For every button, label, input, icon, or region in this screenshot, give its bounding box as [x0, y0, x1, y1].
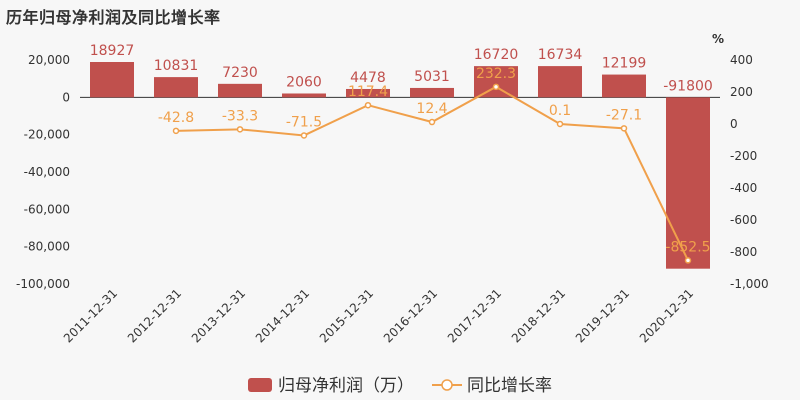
growth-point [556, 120, 564, 128]
y-right-tick-label: 200 [730, 85, 753, 99]
bar [154, 77, 198, 98]
axes: 20,000 0 -20,000 -40,000 -60,000 -80,000 -100,… [16, 32, 769, 291]
y-right-tick-label: 400 [730, 53, 753, 67]
y-right-tick-label: -600 [730, 213, 757, 227]
x-tick-label: 2014-12-31 [253, 286, 312, 345]
x-tick-label: 2018-12-31 [509, 286, 568, 345]
y-right-tick-label: -1,000 [730, 277, 769, 291]
x-tick-label: 2020-12-31 [637, 286, 696, 345]
legend: 归母净利润（万） 同比增长率 [248, 376, 552, 396]
bar-value-label: -91800 [663, 78, 713, 94]
growth-point [428, 118, 436, 126]
growth-point [684, 257, 692, 264]
growth-value-label: 117.4 [348, 84, 388, 100]
growth-point [620, 125, 628, 132]
legend-label-line[interactable]: 同比增长率 [467, 376, 552, 396]
x-tick-label: 2019-12-31 [573, 286, 632, 345]
growth-value-label: -852.5 [665, 239, 710, 255]
bar [410, 87, 454, 98]
x-axis-ticks: 2011-12-31 2012-12-31 2013-12-31 2014-12-31… [61, 286, 696, 345]
y-left-tick-label: 0 [62, 90, 70, 104]
growth-point [172, 127, 180, 135]
y-left-tick-label: -20,000 [24, 128, 70, 142]
growth-point [300, 132, 308, 139]
growth-value-label: -42.8 [158, 110, 194, 126]
bar [90, 62, 134, 98]
x-tick-label: 2012-12-31 [125, 286, 184, 345]
bar-value-label: 10831 [154, 58, 199, 74]
bar-value-label: 7230 [222, 65, 258, 81]
bar-series [90, 62, 710, 269]
x-tick-label: 2017-12-31 [445, 286, 504, 345]
y-left-tick-label: 20,000 [28, 53, 70, 67]
chart-title: 历年归母净利润及同比增长率 [6, 8, 221, 27]
growth-point [236, 126, 244, 133]
bar-value-label: 18927 [90, 43, 135, 59]
line-series [172, 83, 692, 264]
bar [346, 88, 390, 98]
y-right-tick-label: -800 [730, 245, 757, 259]
growth-point [364, 101, 372, 109]
x-tick-label: 2016-12-31 [381, 286, 440, 345]
x-tick-label: 2015-12-31 [317, 286, 376, 345]
bar-value-label: 4478 [350, 70, 386, 86]
y-right-tick-label: 0 [730, 117, 738, 131]
y-right-tick-label: -200 [730, 149, 757, 163]
growth-value-label: -71.5 [286, 114, 322, 130]
bar [538, 66, 582, 98]
bar-value-label: 16720 [474, 47, 519, 63]
y-right-tick-label: -400 [730, 181, 757, 195]
x-tick-label: 2013-12-31 [189, 286, 248, 345]
y-left-tick-label: -40,000 [24, 165, 70, 179]
growth-value-label: 232.3 [476, 66, 516, 82]
bar [282, 93, 326, 98]
x-tick-label: 2011-12-31 [61, 286, 120, 345]
bar-value-label: 2060 [286, 74, 322, 90]
bar-value-label: 16734 [538, 47, 583, 63]
data-labels: 18927 10831 7230 2060 4478 5031 16720 16734 1219… [90, 43, 713, 255]
y-left-tick-label: -100,000 [16, 277, 70, 291]
bar-value-label: 12199 [602, 56, 647, 72]
bar [666, 97, 710, 269]
growth-value-label: -33.3 [222, 108, 258, 124]
growth-value-label: 0.1 [549, 103, 571, 119]
y-right-unit: % [712, 32, 724, 46]
bar [474, 66, 518, 98]
bar-value-label: 5031 [414, 69, 450, 85]
bar [602, 74, 646, 98]
bar [218, 83, 262, 98]
legend-marker-line[interactable] [441, 379, 453, 391]
y-left-tick-label: -80,000 [24, 240, 70, 254]
legend-swatch-bar[interactable] [248, 378, 272, 392]
legend-label-bar[interactable]: 归母净利润（万） [278, 376, 414, 396]
growth-value-label: 12.4 [416, 101, 447, 117]
growth-point [492, 83, 500, 91]
growth-value-label: -27.1 [606, 107, 642, 123]
y-left-tick-label: -60,000 [24, 202, 70, 216]
